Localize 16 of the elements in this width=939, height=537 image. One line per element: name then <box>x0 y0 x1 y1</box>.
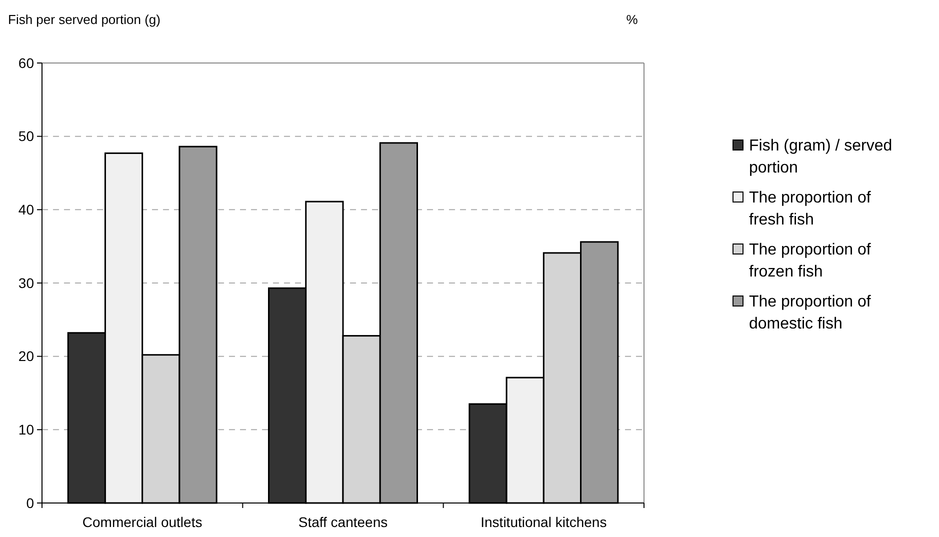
text: % <box>626 12 638 27</box>
y-tick-label: 50 <box>18 128 34 144</box>
y-tick-label: 20 <box>18 348 34 364</box>
y-tick-label: 30 <box>18 274 34 291</box>
legend-label: The proportion of domestic fish <box>749 294 872 333</box>
y-axis-title: Fish per served portion (g) <box>8 12 160 27</box>
legend-label: Fish (gram) / served portion <box>749 138 892 177</box>
x-tick-label: Commercial outlets <box>82 514 202 530</box>
y-tick-label: 60 <box>18 54 34 71</box>
x-tick-label: Staff canteens <box>298 514 388 530</box>
legend-label: The proportion of fresh fish <box>749 190 872 229</box>
y-tick-label: 40 <box>18 202 34 218</box>
x-tick-label: Institutional kitchens <box>480 514 607 530</box>
y-tick-label: 10 <box>18 422 34 438</box>
y-tick-label: 0 <box>26 494 34 511</box>
legend-label: The proportion of frozen fish <box>749 242 872 281</box>
